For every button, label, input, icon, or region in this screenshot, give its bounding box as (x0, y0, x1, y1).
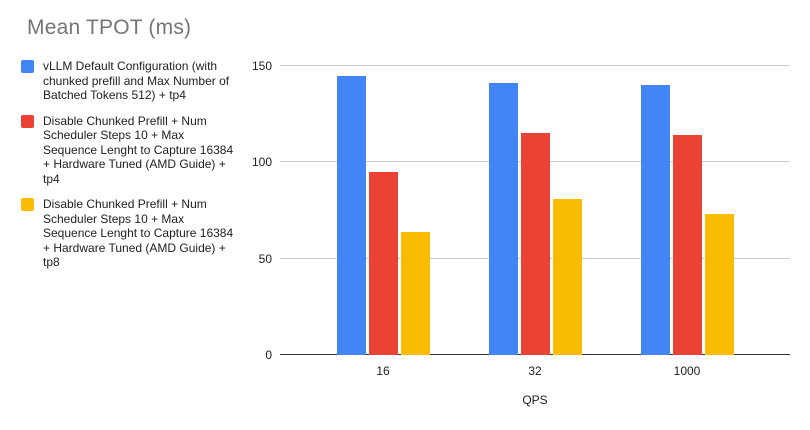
x-axis-title: QPS (522, 393, 548, 407)
bar (672, 135, 702, 355)
bar (488, 83, 518, 355)
x-tick-label: 32 (528, 364, 542, 378)
bar-group-16: 16 (336, 66, 430, 378)
x-tick-label: 16 (376, 364, 390, 378)
legend-label: vLLM Default Configuration (with chunked… (43, 59, 230, 102)
y-tick-label: 50 (258, 251, 272, 266)
legend-swatch-blue (21, 60, 34, 73)
bar-group-32: 32 (488, 66, 582, 378)
bar (520, 133, 550, 355)
bar (368, 171, 398, 355)
legend: vLLM Default Configuration (with chunked… (21, 59, 243, 270)
bar-group-1000: 1000 (640, 66, 734, 378)
gridline (280, 65, 790, 66)
legend-item: Disable Chunked Prefill + Num Scheduler … (21, 114, 243, 187)
chart-title: Mean TPOT (ms) (27, 16, 192, 39)
y-tick-label: 150 (251, 59, 272, 73)
y-tick-label: 0 (265, 348, 272, 362)
legend-swatch-red (21, 114, 34, 128)
bar (704, 214, 734, 355)
legend-label: Disable Chunked Prefill + Num Scheduler … (43, 113, 234, 186)
bar-groups: 16 32 1000 (280, 66, 790, 378)
legend-item: Disable Chunked Prefill + Num Scheduler … (21, 197, 243, 270)
bar (400, 231, 430, 355)
y-tick-label: 100 (251, 155, 272, 170)
plot-area: 0 50 100 150 16 32 1000 (252, 59, 790, 378)
legend-item: vLLM Default Configuration (with chunked… (21, 59, 243, 103)
bar (640, 85, 670, 355)
legend-label: Disable Chunked Prefill + Num Scheduler … (43, 197, 234, 269)
x-tick-label: 1000 (673, 364, 701, 378)
legend-swatch-yellow (21, 198, 34, 211)
bar (336, 75, 366, 355)
bar (552, 198, 582, 355)
